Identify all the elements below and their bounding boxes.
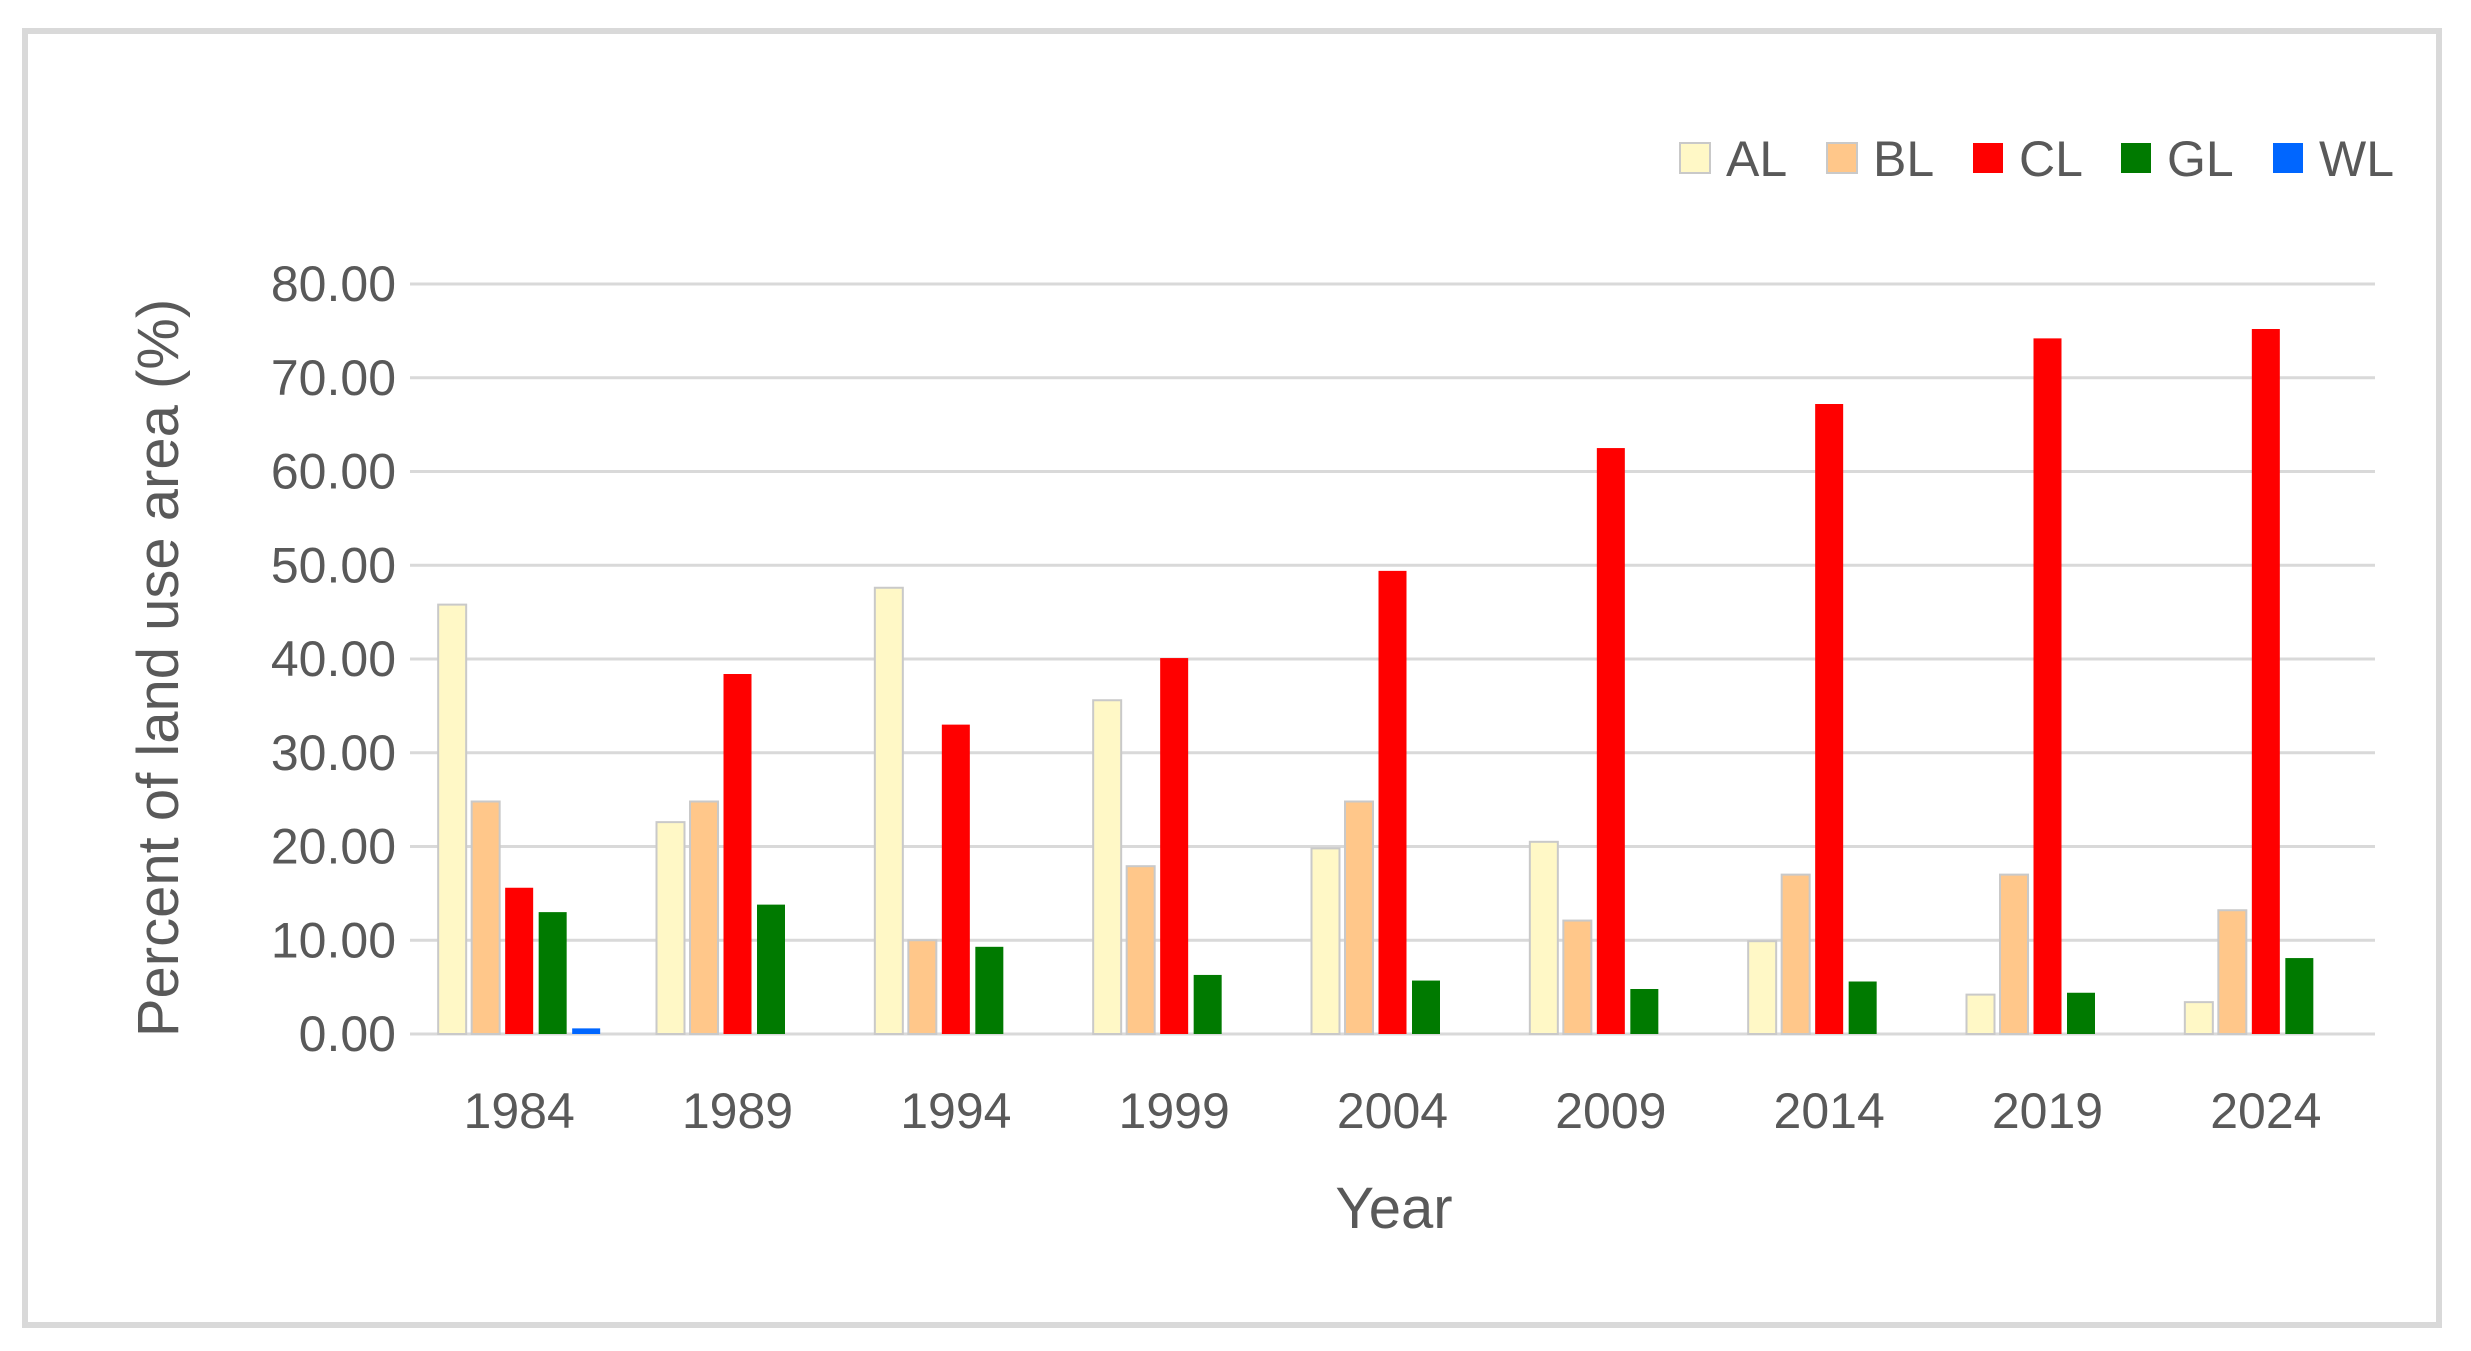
legend: AL BL CL GL WL xyxy=(1679,131,2394,187)
bar-bl-2014 xyxy=(1780,873,1811,1035)
bars xyxy=(437,329,2314,1035)
legend-swatch-cl xyxy=(1973,143,2003,173)
bar-bl-2004 xyxy=(1344,800,1374,1035)
x-tick-label: 2004 xyxy=(1337,1083,1448,1139)
bar-bl-1994 xyxy=(907,939,938,1035)
bar-gl-2014 xyxy=(1848,981,1877,1034)
legend-swatch-bl xyxy=(1826,142,1858,174)
bar-al-1999 xyxy=(1092,699,1123,1035)
bar-gl-2019 xyxy=(2067,992,2095,1034)
x-tick-label: 1989 xyxy=(682,1083,793,1139)
y-tick-label: 60.00 xyxy=(271,444,396,500)
y-tick-label: 10.00 xyxy=(271,912,396,968)
legend-label-cl: CL xyxy=(2019,131,2083,187)
bar-wl-1984 xyxy=(572,1028,601,1034)
bar-al-1994 xyxy=(873,586,904,1035)
x-tick-label: 1984 xyxy=(464,1083,575,1139)
y-tick-label: 50.00 xyxy=(271,537,396,593)
legend-label-gl: GL xyxy=(2167,131,2234,187)
x-tick-label: 2024 xyxy=(2210,1083,2321,1139)
y-tick-label: 20.00 xyxy=(271,819,396,875)
x-tick-label: 2014 xyxy=(1774,1083,1885,1139)
x-axis-title: Year xyxy=(1335,1176,1452,1241)
bar-bl-1989 xyxy=(689,800,719,1035)
bar-gl-2004 xyxy=(1412,980,1440,1034)
legend-label-wl: WL xyxy=(2319,131,2394,187)
bar-cl-1999 xyxy=(1160,658,1189,1034)
x-tick-label: 1999 xyxy=(1119,1083,1230,1139)
bar-gl-1989 xyxy=(757,904,785,1034)
y-tick-label: 0.00 xyxy=(299,1006,396,1062)
bar-al-2009 xyxy=(1528,840,1559,1035)
legend-swatch-gl xyxy=(2121,143,2151,173)
bar-cl-2014 xyxy=(1815,404,1844,1034)
bar-gl-1984 xyxy=(538,912,567,1034)
bar-al-2019 xyxy=(1965,993,1996,1035)
bar-al-1989 xyxy=(655,821,686,1035)
bar-bl-2024 xyxy=(2217,909,2248,1035)
legend-label-bl: BL xyxy=(1873,131,1934,187)
bar-gl-2024 xyxy=(2285,958,2314,1034)
bar-gl-1999 xyxy=(1193,974,1222,1034)
legend-label-al: AL xyxy=(1726,131,1787,187)
bar-gl-1994 xyxy=(975,946,1004,1034)
x-tick-labels: 1984 1989 1994 1999 2004 2009 2014 2019 2024 xyxy=(464,1083,2322,1139)
bar-al-2014 xyxy=(1747,940,1778,1035)
x-tick-label: 1994 xyxy=(900,1083,1011,1139)
bar-cl-1984 xyxy=(505,887,534,1034)
y-tick-label: 70.00 xyxy=(271,350,396,406)
bar-al-2004 xyxy=(1310,847,1341,1035)
y-axis-title: Percent of land use area (%) xyxy=(126,299,191,1037)
bar-cl-2019 xyxy=(2033,338,2062,1034)
x-tick-label: 2009 xyxy=(1555,1083,1666,1139)
bar-bl-2019 xyxy=(1999,873,2029,1035)
y-tick-labels: 0.00 10.00 20.00 30.00 40.00 50.00 60.00 70.00 8… xyxy=(271,256,396,1062)
bar-cl-1989 xyxy=(723,674,752,1034)
y-tick-label: 40.00 xyxy=(271,631,396,687)
bar-cl-2024 xyxy=(2251,329,2280,1034)
bar-cl-1994 xyxy=(941,724,970,1034)
bar-al-2024 xyxy=(2183,1001,2214,1035)
bar-al-1984 xyxy=(437,603,468,1035)
x-tick-label: 2019 xyxy=(1992,1083,2103,1139)
y-tick-label: 80.00 xyxy=(271,256,396,312)
bar-cl-2009 xyxy=(1596,448,1625,1034)
bar-bl-1984 xyxy=(470,800,501,1035)
bar-bl-2009 xyxy=(1562,919,1593,1035)
legend-swatch-al xyxy=(1679,142,1711,174)
y-tick-label: 30.00 xyxy=(271,725,396,781)
bar-bl-1999 xyxy=(1125,865,1156,1035)
legend-swatch-wl xyxy=(2273,143,2303,173)
bar-cl-2004 xyxy=(1378,570,1407,1034)
bar-gl-2009 xyxy=(1630,989,1659,1034)
